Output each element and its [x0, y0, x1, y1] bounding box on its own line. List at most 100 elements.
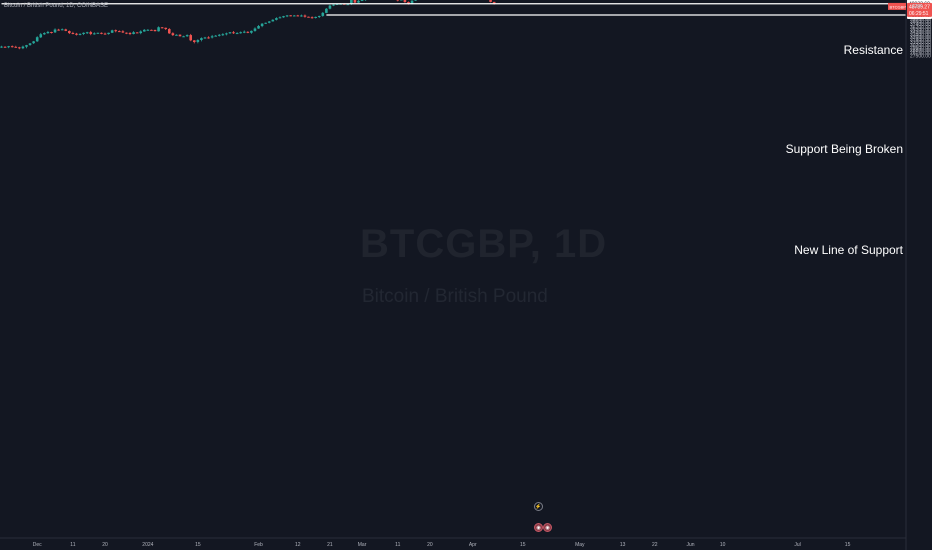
- x-tick-label: Feb: [254, 542, 263, 548]
- y-tick-label: 30200.00: [910, 43, 931, 49]
- candle: [46, 30, 50, 34]
- candle-body: [164, 27, 168, 30]
- candle: [135, 32, 139, 34]
- candle: [253, 27, 257, 32]
- candle: [160, 27, 164, 29]
- candle: [132, 31, 135, 35]
- candle: [242, 30, 246, 34]
- candle-body: [492, 1, 496, 4]
- candle-body: [332, 4, 335, 6]
- candle: [189, 33, 193, 42]
- x-tick-label: 15: [195, 542, 201, 548]
- candle: [7, 45, 10, 49]
- candle-body: [57, 29, 60, 31]
- candle: [85, 31, 89, 34]
- candle: [353, 0, 357, 3]
- lightning-event-icon[interactable]: ⚡: [534, 502, 543, 511]
- currency-label[interactable]: GBP: [912, 4, 923, 10]
- candle-body: [28, 43, 32, 45]
- candle-body: [360, 0, 364, 2]
- candle-body: [407, 2, 410, 4]
- candle-body: [100, 32, 103, 34]
- candle: [25, 44, 28, 49]
- candle: [35, 36, 39, 42]
- candle-body: [253, 28, 257, 31]
- dividend-event-icon[interactable]: ◉: [543, 523, 552, 532]
- candle-body: [325, 8, 328, 13]
- candle-body: [93, 33, 96, 35]
- candle: [246, 31, 250, 34]
- candle: [217, 33, 221, 37]
- candle: [303, 14, 307, 18]
- y-tick-label: 29500.00: [910, 45, 931, 51]
- candle-body: [217, 34, 221, 36]
- x-tick-label: Dec: [33, 542, 42, 548]
- candle-body: [125, 32, 128, 34]
- candle: [200, 37, 203, 42]
- candle-body: [396, 0, 400, 1]
- candle-body: [46, 31, 50, 34]
- candle: [221, 33, 225, 36]
- candle-body: [317, 15, 321, 17]
- candle-body: [185, 35, 189, 37]
- candle-body: [192, 40, 196, 43]
- candle-body: [225, 33, 228, 35]
- candle-body: [196, 40, 200, 42]
- candle-body: [275, 18, 278, 20]
- x-tick-label: 2024: [142, 542, 153, 548]
- candle: [282, 15, 285, 18]
- candle-body: [171, 33, 175, 36]
- y-tick-label: 31800.00: [910, 37, 931, 43]
- candle: [289, 15, 292, 17]
- candle-body: [271, 19, 275, 22]
- candle-body: [335, 4, 339, 6]
- symbol-tag-label: BTCGBP: [890, 4, 907, 9]
- candle: [325, 8, 328, 14]
- candle-body: [303, 15, 307, 17]
- candle-body: [7, 46, 10, 48]
- earnings-event-icon[interactable]: ◉: [534, 523, 543, 532]
- candle: [357, 0, 360, 3]
- candle: [53, 28, 57, 34]
- support-broken-annotation[interactable]: Support Being Broken: [785, 142, 903, 156]
- candle: [275, 17, 278, 21]
- y-tick-label: 36200.00: [910, 25, 931, 31]
- candle: [285, 15, 289, 18]
- candle-body: [189, 35, 193, 41]
- candle-body: [314, 16, 317, 18]
- candle: [10, 45, 14, 48]
- candle-body: [78, 33, 82, 35]
- countdown-label: 06:29:51: [909, 11, 929, 17]
- y-tick-label: 31000.00: [910, 40, 931, 46]
- candle-body: [403, 0, 407, 3]
- candle-body: [118, 31, 121, 33]
- x-tick-label: 20: [427, 542, 433, 548]
- last-price-label: 48789.27: [909, 4, 930, 10]
- x-tick-label: 20: [102, 542, 108, 548]
- resistance-annotation[interactable]: Resistance: [843, 43, 903, 57]
- candle-body: [489, 0, 492, 2]
- candle: [225, 32, 228, 36]
- candle-body: [239, 32, 242, 34]
- candle-body: [289, 15, 292, 17]
- candle: [146, 29, 150, 31]
- candle-body: [310, 17, 314, 19]
- candle: [232, 30, 235, 35]
- candle-body: [200, 38, 203, 40]
- candle: [207, 36, 210, 39]
- x-tick-label: Jun: [686, 542, 694, 548]
- candle: [196, 39, 200, 44]
- candle: [57, 28, 60, 31]
- candle-body: [221, 34, 225, 36]
- new-support-annotation[interactable]: New Line of Support: [794, 243, 903, 257]
- y-tick-label: 38600.00: [910, 19, 931, 25]
- x-tick-label: 13: [620, 542, 626, 548]
- candle: [139, 30, 143, 35]
- candle: [153, 29, 157, 32]
- candle: [328, 4, 332, 10]
- x-tick-label: 15: [845, 542, 851, 548]
- x-tick-label: 22: [652, 542, 658, 548]
- candle-body: [414, 0, 417, 1]
